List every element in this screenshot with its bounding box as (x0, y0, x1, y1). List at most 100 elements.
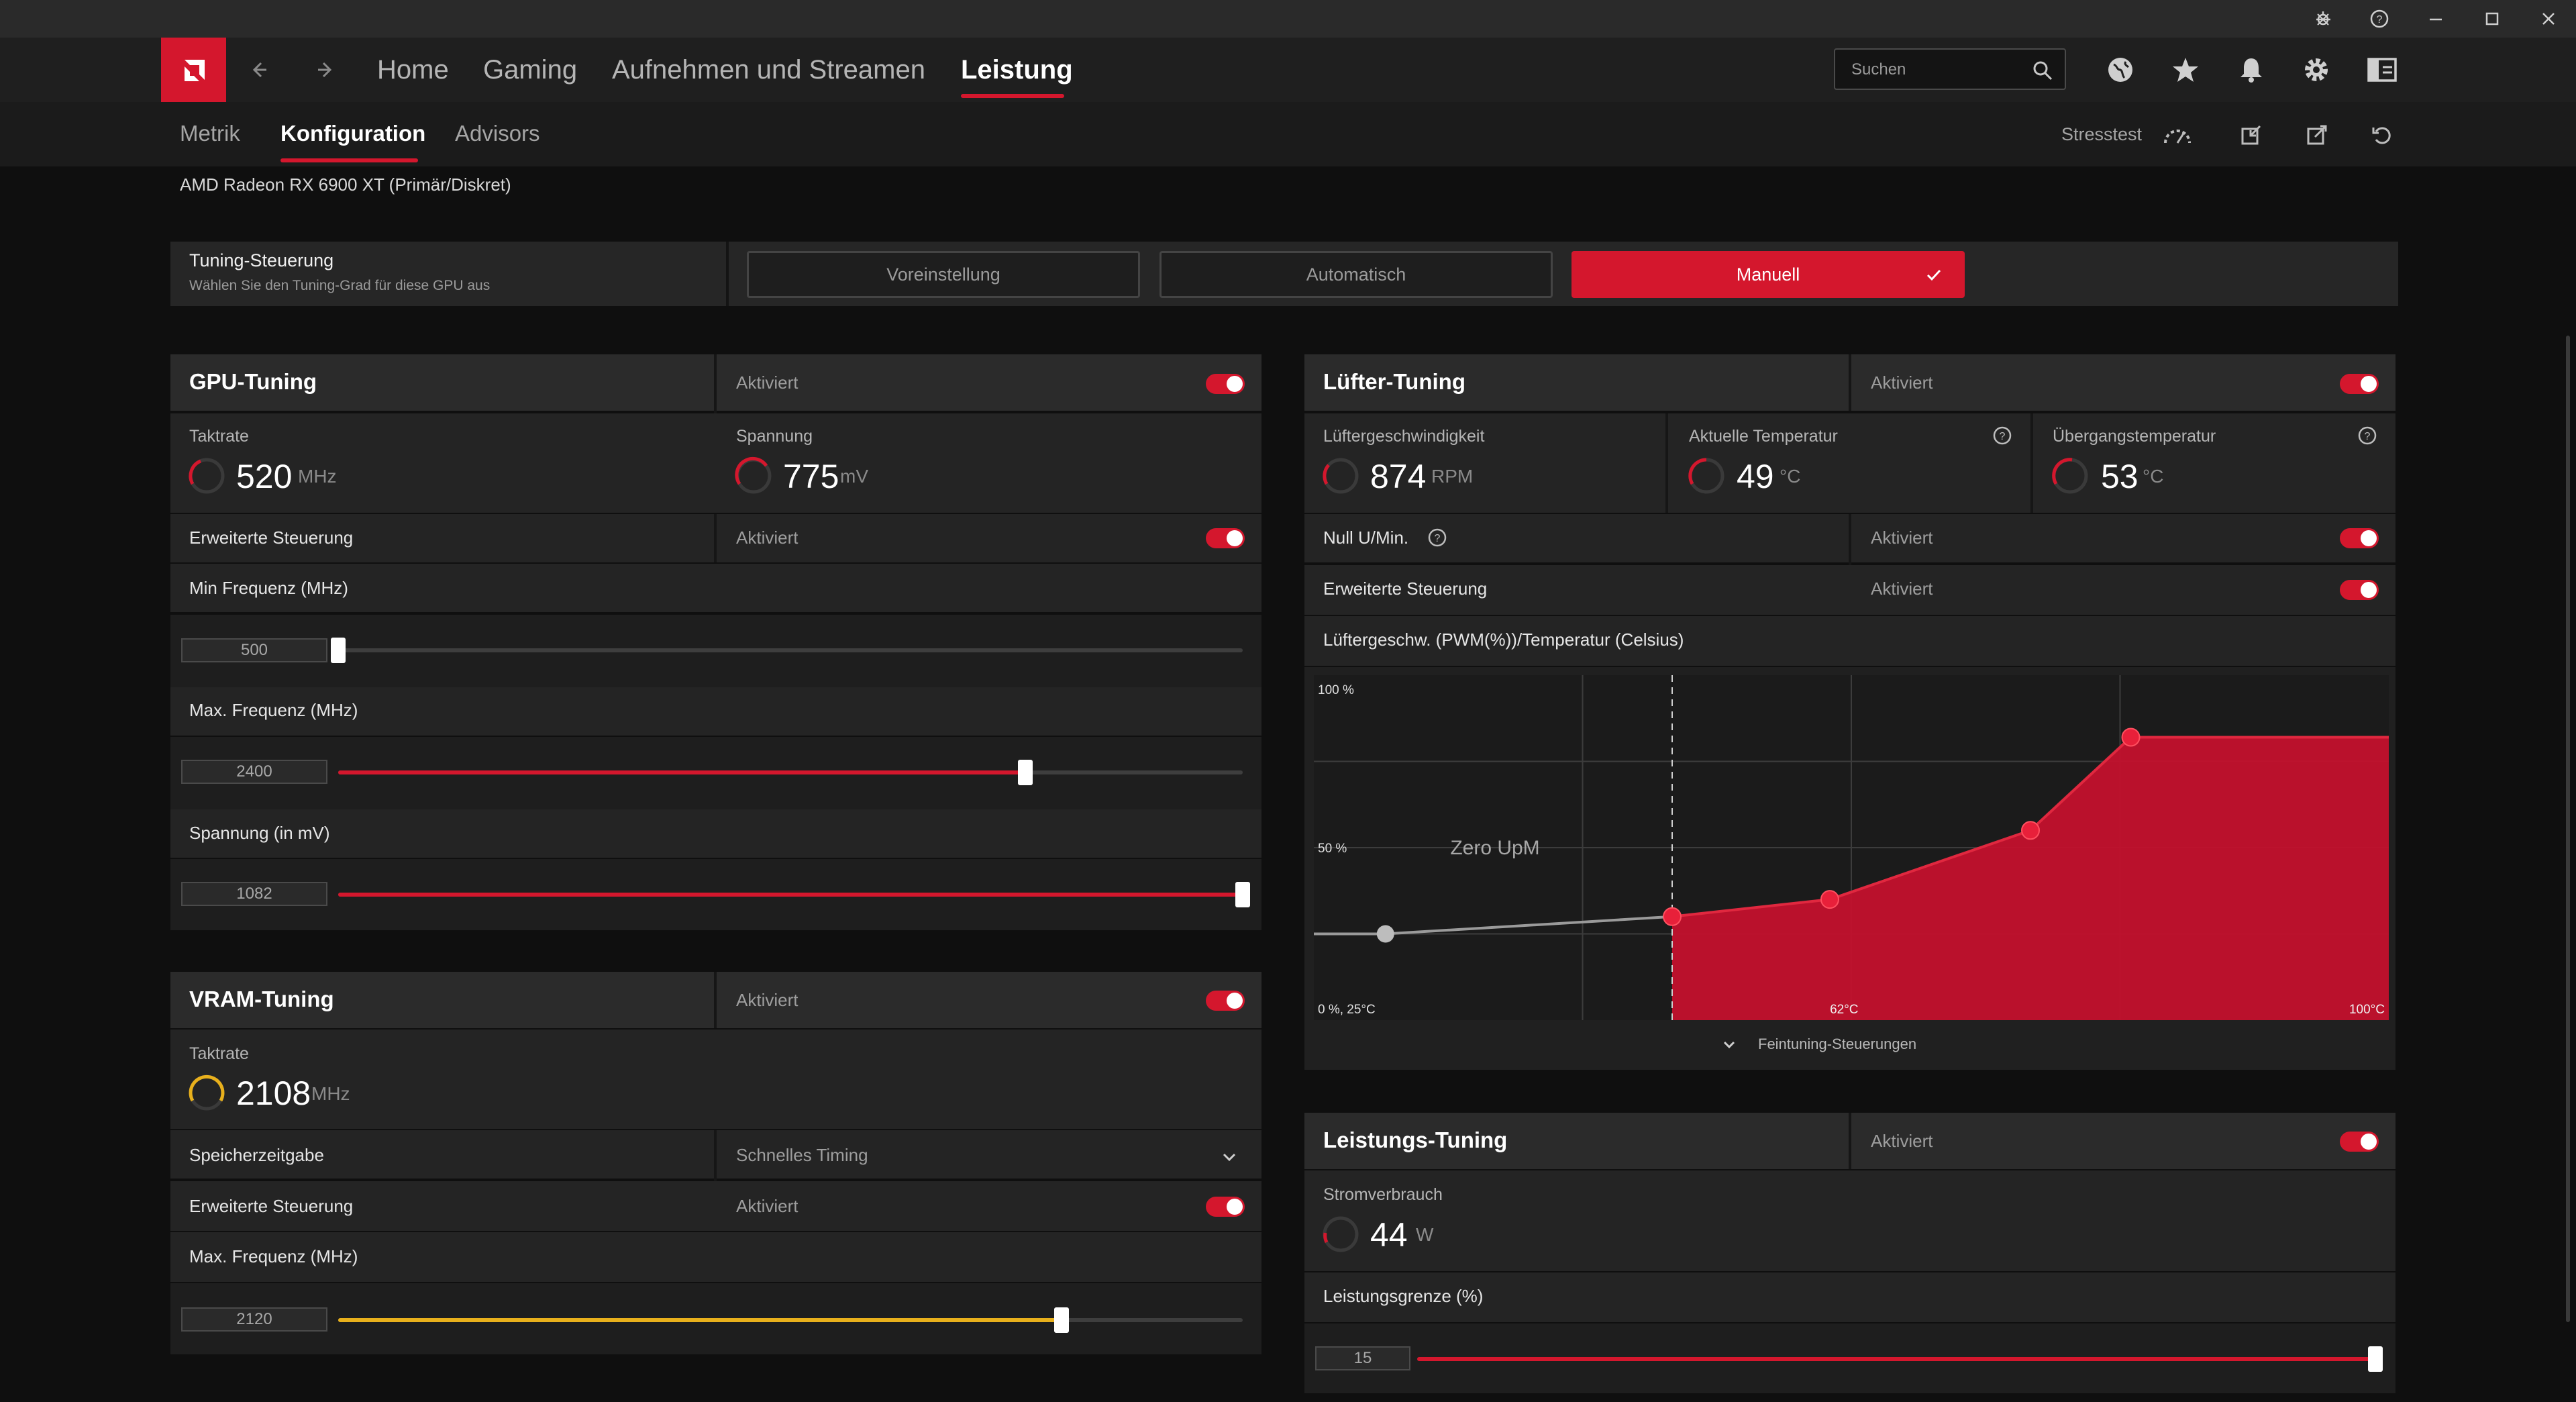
vram-clock-value: 2108 (236, 1074, 311, 1112)
minimize-icon[interactable] (2420, 5, 2452, 32)
fan-curve-point-4 (2121, 728, 2141, 747)
speedometer-icon[interactable] (2159, 118, 2196, 152)
svg-text:?: ? (2377, 14, 2383, 26)
globe-icon[interactable] (2100, 50, 2141, 90)
power-limit-value[interactable]: 15 (1315, 1346, 1410, 1370)
max-freq-value[interactable]: 2400 (181, 760, 327, 784)
star-icon[interactable] (2165, 50, 2206, 90)
window-title-bar (0, 0, 2576, 38)
search-input[interactable]: Suchen (1834, 48, 2066, 90)
tuning-control-title: Tuning-Steuerung (189, 250, 334, 270)
vram-max-freq-value[interactable]: 2120 (181, 1307, 327, 1332)
stress-test-label[interactable]: Stresstest (2061, 124, 2143, 144)
help-icon[interactable]: ? (1992, 425, 2012, 446)
chevron-down-icon (1723, 1042, 1735, 1049)
tuning-control-subtitle: Wählen Sie den Tuning-Grad für diese GPU… (189, 278, 491, 293)
fan-speed-gauge (1323, 458, 1359, 494)
min-freq-thumb[interactable] (331, 638, 346, 663)
maximize-icon[interactable] (2476, 5, 2508, 32)
memory-timing-select[interactable]: Schnelles Timing (736, 1145, 868, 1165)
min-freq-header (170, 564, 1261, 612)
gpu-advanced-status: Aktiviert (736, 528, 798, 548)
fan-curve-point-3 (2021, 821, 2040, 840)
sidebar-icon[interactable] (2362, 50, 2402, 90)
power-tuning-toggle[interactable] (2340, 1132, 2379, 1152)
bell-icon[interactable] (2231, 50, 2271, 90)
vram-max-freq-thumb[interactable] (1054, 1307, 1070, 1333)
back-arrow-icon[interactable] (240, 51, 277, 89)
nav-gaming[interactable]: Gaming (483, 55, 578, 85)
min-freq-slider[interactable] (338, 648, 1243, 652)
gpu-tuning-title: GPU-Tuning (189, 369, 317, 394)
power-tuning-status: Aktiviert (1871, 1131, 1933, 1151)
min-freq-value[interactable]: 500 (181, 638, 327, 662)
divider (1665, 413, 1668, 513)
gpu-voltage-value: 775 (783, 458, 839, 495)
max-freq-thumb[interactable] (1018, 760, 1033, 785)
vram-tuning-title: VRAM-Tuning (189, 987, 334, 1011)
fan-curve-title: Lüftergeschw. (PWM(%))/Temperatur (Celsi… (1323, 630, 1684, 650)
current-temp-value: 49 (1737, 458, 1774, 495)
nav-home[interactable]: Home (377, 55, 449, 85)
zero-rpm-toggle[interactable] (2340, 528, 2379, 548)
manual-label: Manuell (1736, 264, 1800, 285)
svg-text:?: ? (1435, 533, 1441, 544)
voltage-limit-header (170, 809, 1261, 858)
vram-advanced-status: Aktiviert (736, 1196, 798, 1216)
gpu-tuning-toggle[interactable] (1206, 374, 1245, 394)
vram-advanced-label: Erweiterte Steuerung (189, 1196, 354, 1216)
zero-rpm-status: Aktiviert (1871, 528, 1933, 548)
power-limit-thumb[interactable] (2368, 1346, 2383, 1372)
gear-icon[interactable] (2296, 50, 2336, 90)
fan-advanced-toggle[interactable] (2340, 580, 2379, 600)
voltage-limit-thumb[interactable] (1235, 882, 1250, 907)
divider (1849, 354, 1851, 411)
gpu-stats-row (170, 413, 1261, 513)
fan-curve-chart[interactable]: 100 % 50 % 0 %, 25°C 62°C 100°C Zero UpM (1314, 668, 2389, 1020)
chevron-down-icon[interactable] (1220, 1148, 1239, 1166)
reset-icon[interactable] (2363, 118, 2401, 152)
divider (714, 972, 717, 1028)
vram-tuning-toggle[interactable] (1206, 991, 1245, 1011)
manual-button[interactable]: Manuell (1572, 251, 1965, 298)
import-icon[interactable] (2232, 118, 2270, 152)
amd-logo[interactable] (161, 38, 226, 103)
power-limit-fill (1417, 1357, 2375, 1361)
gpu-voltage-unit: mV (840, 466, 868, 487)
vram-stats-row (170, 1030, 1261, 1129)
bug-icon[interactable] (2307, 5, 2339, 32)
fan-tuning-status: Aktiviert (1871, 372, 1933, 393)
power-consumption-value: 44 (1370, 1216, 1408, 1254)
help-icon[interactable]: ? (2363, 5, 2395, 32)
divider (1849, 1113, 1851, 1169)
nav-performance[interactable]: Leistung (961, 55, 1073, 85)
zero-rpm-line (1385, 915, 1673, 936)
preset-button[interactable]: Voreinstellung (747, 251, 1140, 298)
fan-tuning-toggle[interactable] (2340, 374, 2379, 394)
export-icon[interactable] (2298, 118, 2336, 152)
gpu-voltage-gauge (735, 456, 772, 494)
voltage-limit-fill (338, 893, 1243, 897)
nav-record-stream[interactable]: Aufnehmen und Streamen (612, 55, 925, 85)
voltage-limit-value[interactable]: 1082 (181, 882, 327, 906)
forward-arrow-icon[interactable] (307, 51, 345, 89)
gpu-advanced-label: Erweiterte Steuerung (189, 528, 354, 548)
vram-advanced-toggle[interactable] (1206, 1197, 1245, 1217)
help-icon[interactable]: ? (1427, 528, 1447, 548)
help-icon[interactable]: ? (2357, 425, 2377, 446)
fine-tuning-toggle[interactable]: Feintuning-Steuerungen (1720, 1036, 1916, 1054)
scrollbar[interactable] (2566, 336, 2570, 1322)
close-icon[interactable] (2532, 5, 2565, 32)
tab-configuration[interactable]: Konfiguration (280, 121, 426, 146)
gpu-advanced-toggle[interactable] (1206, 528, 1245, 548)
automatic-button[interactable]: Automatisch (1160, 251, 1553, 298)
vram-tuning-status: Aktiviert (736, 990, 798, 1010)
search-icon (2033, 61, 2053, 81)
max-freq-fill (338, 770, 1026, 774)
tab-advisors[interactable]: Advisors (455, 121, 540, 146)
tab-metrics[interactable]: Metrik (180, 121, 240, 146)
junction-temp-label: Übergangstemperatur (2053, 427, 2216, 446)
zero-rpm-label: Null U/Min. (1323, 528, 1409, 548)
x-label-mid: 62°C (1830, 1003, 1858, 1017)
power-stats-row (1304, 1170, 2395, 1271)
